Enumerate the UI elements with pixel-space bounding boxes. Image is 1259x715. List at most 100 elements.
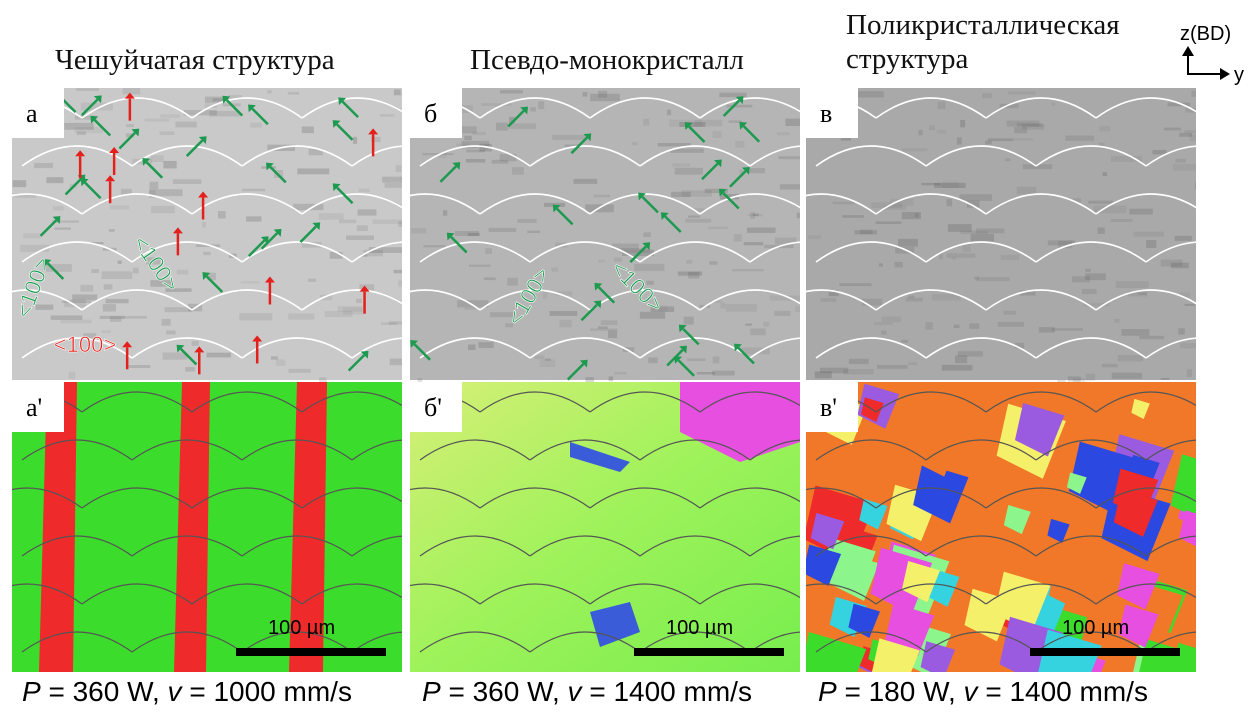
texture <box>750 168 765 173</box>
texture <box>686 260 692 264</box>
texture <box>1161 378 1170 380</box>
texture <box>734 234 742 241</box>
texture <box>373 219 403 224</box>
texture <box>91 269 99 273</box>
texture <box>877 365 908 369</box>
texture <box>457 300 488 307</box>
texture <box>675 168 703 175</box>
texture <box>988 138 1014 141</box>
texture <box>1052 328 1083 331</box>
texture <box>550 311 578 316</box>
texture <box>929 125 935 130</box>
texture <box>643 232 650 237</box>
texture <box>937 130 947 134</box>
texture <box>74 127 102 133</box>
texture <box>13 180 26 187</box>
texture <box>1088 201 1112 204</box>
texture <box>688 216 700 218</box>
texture <box>609 376 613 381</box>
texture <box>648 358 657 364</box>
texture <box>496 123 508 131</box>
texture <box>820 368 848 374</box>
texture <box>485 248 492 254</box>
texture <box>346 235 374 240</box>
texture <box>785 119 804 126</box>
texture <box>1111 219 1133 222</box>
texture <box>598 326 608 328</box>
texture <box>512 167 524 174</box>
texture <box>1133 232 1164 237</box>
texture <box>712 131 722 138</box>
texture <box>1014 127 1027 133</box>
texture <box>1116 281 1149 288</box>
caption-part: = 1400 mm/s <box>978 676 1148 707</box>
texture <box>338 306 363 312</box>
scale-bar-label: 100 µm <box>1062 617 1129 639</box>
texture <box>129 365 151 368</box>
texture <box>484 277 496 280</box>
texture <box>1085 269 1090 272</box>
texture <box>667 110 671 115</box>
texture <box>239 313 272 320</box>
scale-bar-label: 100 µm <box>268 617 335 639</box>
texture <box>552 135 586 140</box>
texture <box>895 262 903 267</box>
texture <box>856 91 884 97</box>
texture <box>500 90 523 93</box>
panel-column <box>0 88 462 700</box>
texture <box>163 161 176 169</box>
texture <box>977 277 1010 281</box>
texture <box>982 93 992 98</box>
texture <box>901 340 908 343</box>
texture <box>849 359 869 364</box>
texture <box>535 355 545 359</box>
texture <box>151 155 164 162</box>
texture <box>780 184 805 189</box>
texture <box>55 228 71 230</box>
texture <box>1180 343 1201 348</box>
texture <box>166 330 175 334</box>
texture <box>1129 209 1152 215</box>
texture <box>455 231 479 236</box>
texture <box>69 372 75 379</box>
scale-bar <box>1030 648 1180 656</box>
texture <box>671 192 691 197</box>
texture <box>466 150 485 153</box>
texture <box>960 120 965 127</box>
texture <box>288 313 314 319</box>
caption-part: P <box>818 676 837 707</box>
texture <box>185 367 195 372</box>
texture <box>590 328 617 330</box>
texture <box>974 277 979 280</box>
texture <box>874 322 893 324</box>
panel-label: б <box>424 99 437 128</box>
texture <box>976 228 1004 233</box>
figure: z(BD) y аа'100 µmбб'100 µmвв'100 µm<100>… <box>0 0 1259 715</box>
texture <box>1164 128 1181 131</box>
texture <box>915 213 919 218</box>
texture <box>713 356 720 363</box>
texture <box>708 227 727 229</box>
texture <box>61 320 92 324</box>
column-title: Поликристаллическаяструктура <box>846 8 1120 76</box>
texture <box>443 210 447 215</box>
texture <box>726 304 758 312</box>
texture <box>709 261 717 265</box>
texture <box>23 233 40 238</box>
texture <box>325 311 353 317</box>
texture <box>1121 329 1149 336</box>
caption-part: v <box>568 676 582 707</box>
texture <box>357 225 368 231</box>
texture <box>398 280 407 286</box>
panel-label: б' <box>424 393 442 422</box>
texture <box>150 182 159 190</box>
texture <box>955 355 967 363</box>
texture <box>962 244 970 252</box>
direction-annotation: <100> <box>54 332 116 357</box>
texture <box>1017 187 1037 195</box>
texture <box>133 268 139 274</box>
texture <box>160 131 175 135</box>
texture <box>162 319 171 326</box>
texture <box>608 331 617 339</box>
texture <box>1178 328 1184 334</box>
